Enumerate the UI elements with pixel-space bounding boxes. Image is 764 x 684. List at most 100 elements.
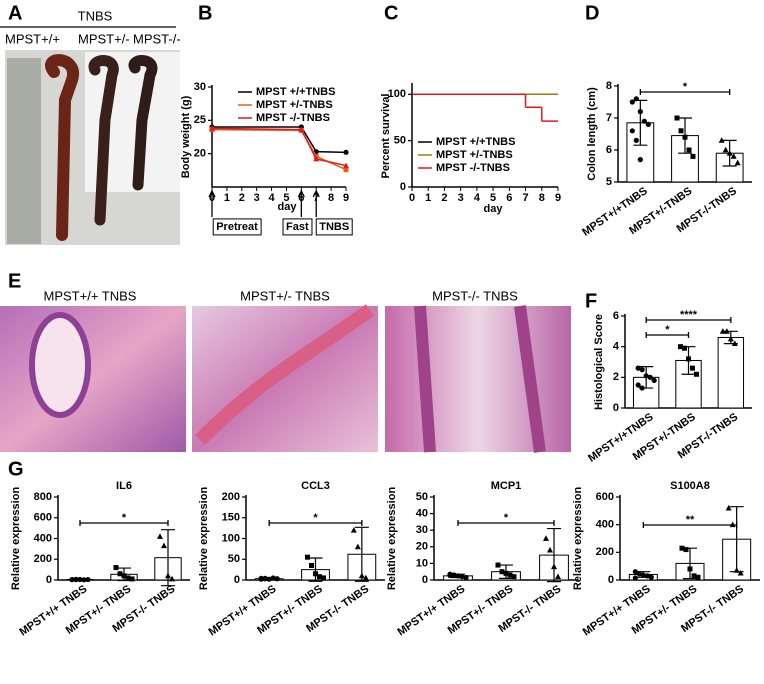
x-tick-label: 5 [490, 192, 496, 204]
data-point [258, 576, 264, 582]
x-tick-label: 5 [283, 192, 289, 204]
data-point [129, 576, 135, 582]
genotype-label: MPST+/- [78, 31, 130, 46]
histology-label: MPST+/+ TNBS [44, 288, 137, 303]
significance-bracket [268, 520, 363, 526]
significance-label: ** [686, 514, 695, 526]
data-point [209, 125, 215, 131]
tissue-detail [29, 312, 91, 418]
bar [717, 336, 745, 409]
data-point [727, 335, 734, 342]
data-point [691, 573, 697, 579]
data-point [686, 356, 691, 362]
histology-panel: MPST+/+ TNBS MPST+/- TNBS MPST-/- TNBS [0, 288, 571, 453]
data-point [117, 571, 123, 577]
x-tick-label: 4 [474, 192, 481, 204]
legend-label: MPST +/-TNBS [436, 149, 513, 161]
data-point [313, 155, 320, 162]
y-axis-label: Body weight (g) [180, 95, 192, 178]
legend-label: MPST +/+TNBS [256, 86, 335, 98]
significance-bracket [79, 520, 169, 526]
annotation-box [212, 218, 262, 236]
data-point [507, 572, 513, 578]
photo-panel: TNBS MPST+/+ MPST+/- MPST-/- [0, 8, 181, 245]
y-tick-label: 400 [34, 532, 52, 544]
data-point [678, 344, 683, 350]
data-point [723, 328, 730, 334]
data-point [641, 118, 647, 124]
data-point [543, 535, 549, 541]
y-tick-label: 0 [400, 181, 406, 193]
data-point [343, 162, 349, 169]
y-tick-label: 50 [416, 491, 428, 503]
x-tick-label: 3 [458, 192, 464, 204]
data-point [317, 574, 322, 580]
data-point [629, 128, 635, 134]
data-point [495, 562, 501, 568]
significance-bracket [645, 332, 690, 338]
histology-label: MPST+/- TNBS [240, 288, 330, 303]
data-point [694, 371, 699, 377]
chart-title: MCP1 [491, 480, 522, 492]
y-tick-label: 800 [34, 491, 52, 503]
panel-label: E [8, 270, 21, 292]
data-point [683, 547, 689, 553]
significance-label: **** [680, 309, 698, 321]
data-point [734, 159, 741, 166]
data-point [511, 574, 517, 580]
x-tick-label: 9 [555, 192, 561, 204]
y-tick-label: 0 [613, 402, 619, 414]
data-point [731, 340, 738, 346]
y-axis-label: Relative expression [10, 487, 22, 591]
annotation-box [315, 218, 353, 236]
data-point [73, 576, 79, 582]
data-point [637, 109, 643, 115]
histology-label: MPST-/- TNBS [432, 288, 518, 303]
data-point [632, 569, 638, 575]
panel-label: B [198, 2, 212, 24]
data-point [729, 521, 736, 528]
treatment-label: TNBS [78, 8, 113, 23]
data-point [682, 134, 688, 140]
data-point [678, 128, 684, 134]
y-tick-label: 20 [194, 148, 206, 160]
x-tick-label: 1 [224, 192, 230, 204]
data-point [354, 543, 361, 550]
data-point [643, 373, 649, 379]
panel-label: G [8, 458, 24, 480]
x-axis-label: day [278, 201, 298, 213]
data-point [639, 367, 645, 373]
data-point [682, 345, 687, 351]
data-point [266, 576, 272, 582]
colon-tissue [45, 54, 79, 241]
data-point [157, 533, 163, 539]
data-point [733, 567, 740, 573]
data-point [551, 563, 557, 570]
y-axis-label: Percent survival [380, 94, 392, 179]
y-tick-label: 0 [422, 574, 428, 586]
data-point [161, 542, 167, 549]
legend-label: MPST -/-TNBS [436, 162, 510, 174]
data-point [555, 573, 561, 580]
significance-label: * [683, 81, 688, 93]
data-point [343, 167, 349, 173]
significance-label: * [122, 512, 127, 524]
data-point [121, 573, 127, 579]
legend-label: MPST -/-TNBS [256, 112, 330, 124]
significance-bracket [645, 317, 732, 323]
colon-tissue [88, 55, 119, 226]
y-tick-label: 25 [194, 114, 206, 126]
data-point [547, 546, 553, 553]
significance-label: * [313, 512, 318, 524]
data-point [722, 146, 729, 153]
data-point [113, 565, 119, 571]
tissue-detail [195, 304, 375, 445]
data-point [125, 575, 131, 581]
y-tick-label: 6 [613, 310, 619, 322]
data-point [686, 147, 692, 153]
data-point [639, 385, 645, 391]
